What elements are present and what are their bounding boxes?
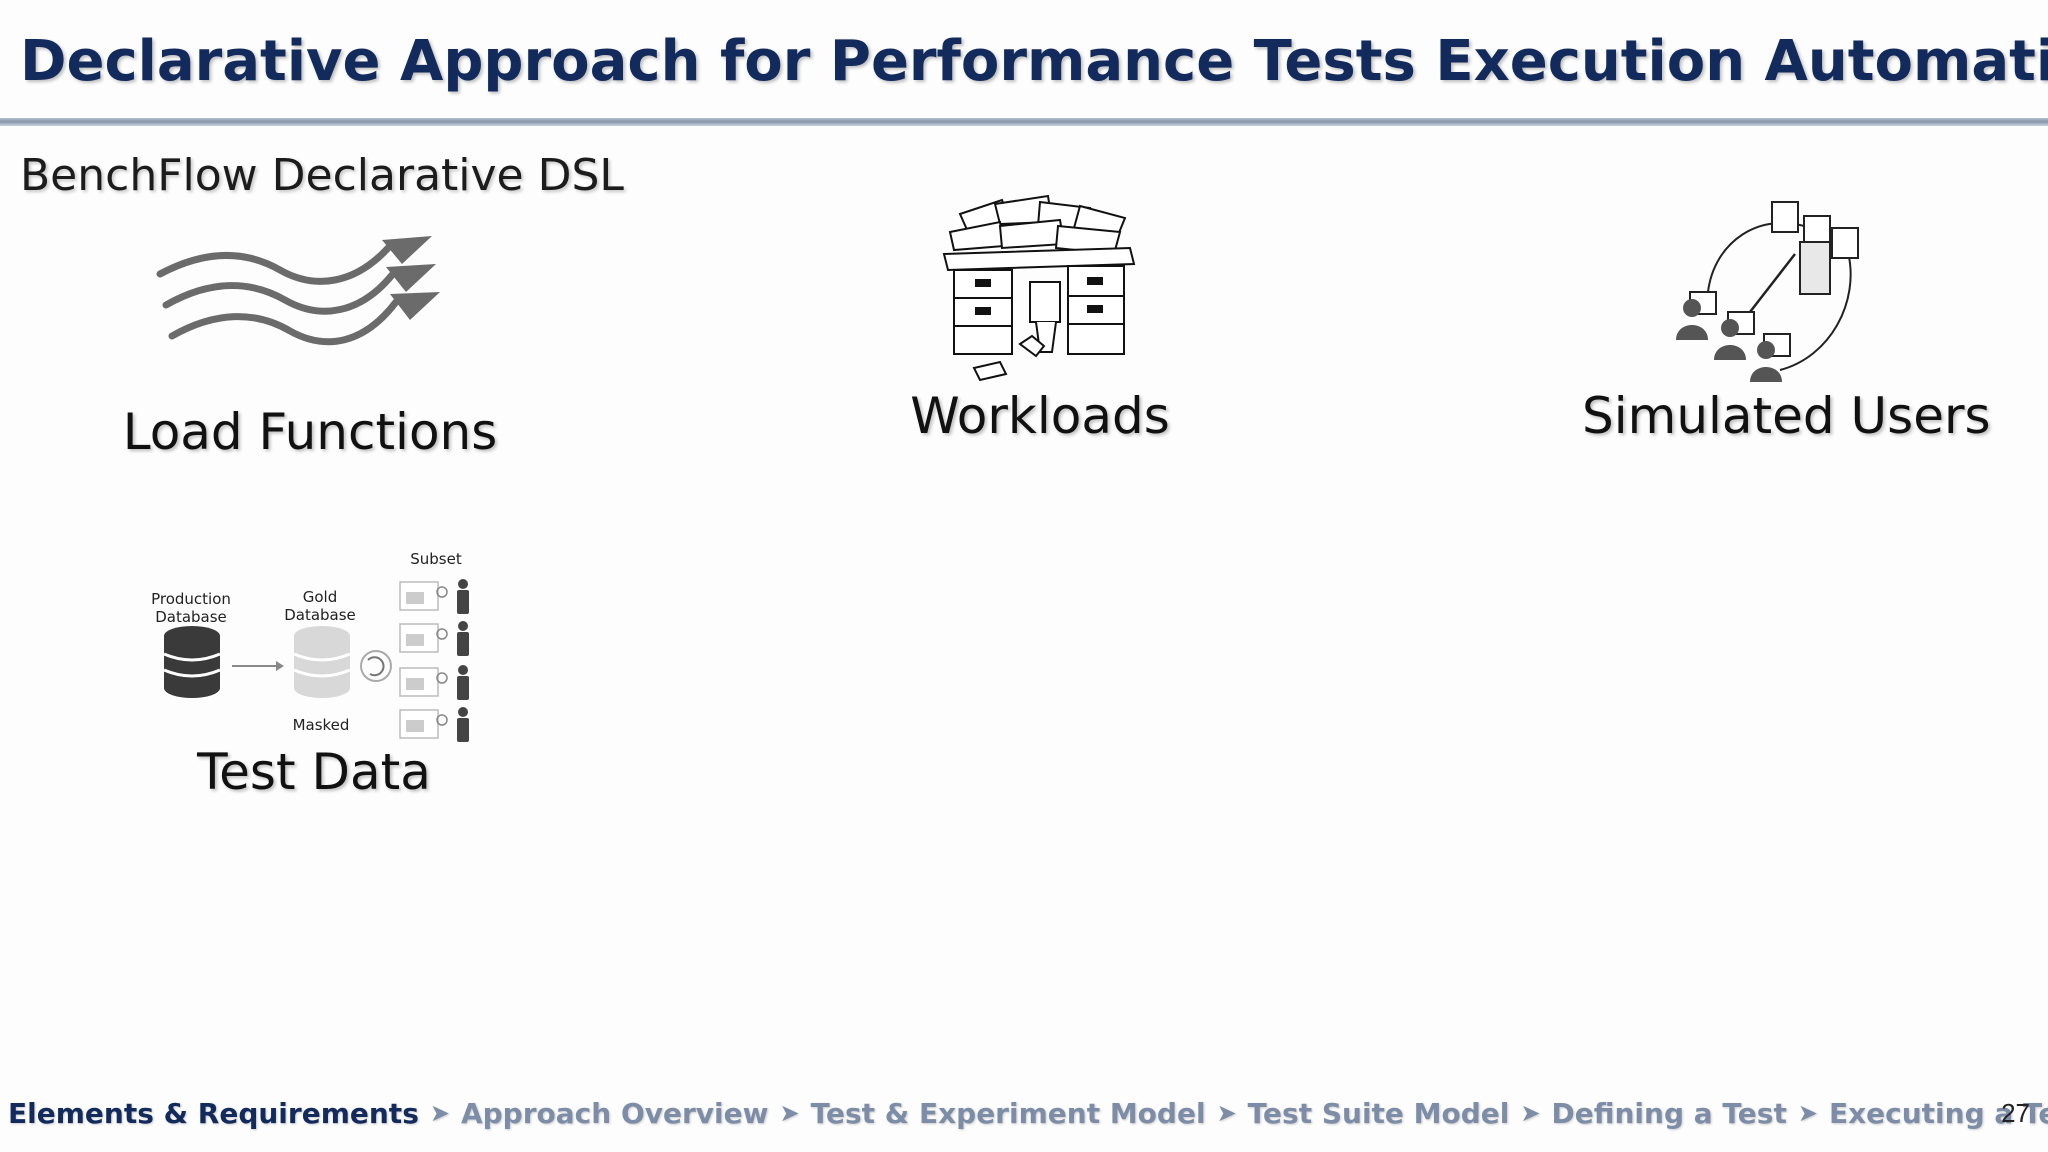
database-subsetting-icon	[163, 579, 469, 742]
breadcrumb-item-elements-requirements[interactable]: Elements & Requirements	[8, 1096, 419, 1130]
slide-title: Declarative Approach for Performance Tes…	[20, 29, 2048, 94]
test-data-label: Test Data	[197, 743, 431, 801]
gold-database-label: Gold Database	[284, 588, 356, 624]
breadcrumb-item-defining-a-test[interactable]: Defining a Test	[1551, 1096, 1787, 1130]
breadcrumb-item-approach-overview[interactable]: Approach Overview	[460, 1096, 769, 1130]
simulated-users-label: Simulated Users	[1582, 387, 1991, 445]
subset-label: Subset	[410, 550, 462, 568]
breadcrumb-separator-icon: ➤	[1520, 1099, 1541, 1127]
breadcrumb-item-test-experiment-model[interactable]: Test & Experiment Model	[810, 1096, 1206, 1130]
slide-subtitle: BenchFlow Declarative DSL	[20, 150, 624, 201]
breadcrumb-item-test-suite-model[interactable]: Test Suite Model	[1247, 1096, 1510, 1130]
title-divider	[0, 118, 2048, 126]
workloads-label: Workloads	[910, 387, 1170, 445]
masked-label: Masked	[292, 716, 350, 734]
breadcrumb-item-executing-a-test[interactable]: Executing a Test	[1828, 1096, 2048, 1130]
breadcrumb-separator-icon: ➤	[1797, 1099, 1818, 1127]
users-server-icon	[1676, 201, 1859, 382]
production-database-label: Production Database	[151, 590, 231, 626]
breadcrumb-separator-icon: ➤	[429, 1099, 450, 1127]
breadcrumb: Elements & Requirements ➤ Approach Overv…	[8, 1090, 2048, 1136]
messy-desk-icon	[942, 194, 1136, 382]
load-functions-label: Load Functions	[122, 403, 498, 461]
wavy-arrows-icon	[156, 236, 440, 346]
breadcrumb-separator-icon: ➤	[1216, 1099, 1237, 1127]
page-number: 27	[2001, 1098, 2030, 1128]
breadcrumb-separator-icon: ➤	[779, 1099, 800, 1127]
